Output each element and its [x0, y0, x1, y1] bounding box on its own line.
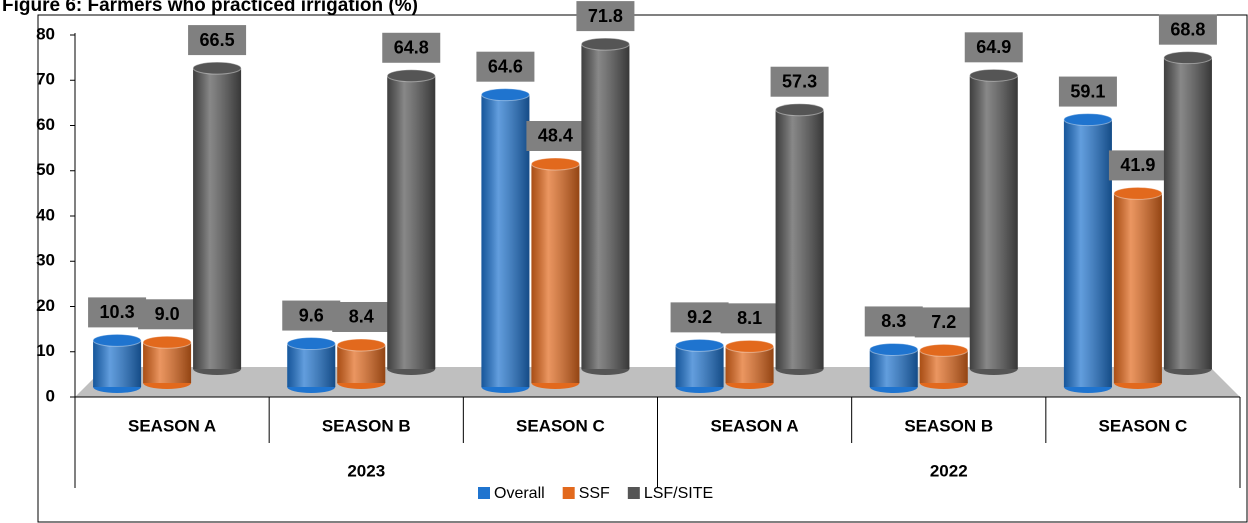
- y-tick-label: 0: [46, 386, 55, 405]
- value-label: 66.5: [200, 30, 235, 50]
- bar: [1063, 113, 1113, 393]
- x-tick-label: SEASON A: [710, 416, 798, 435]
- value-label-box: [670, 302, 729, 333]
- bar: [286, 337, 336, 393]
- x-tick-label: SEASON B: [904, 416, 993, 435]
- bar: [1163, 51, 1213, 375]
- x-tick-label: SEASON A: [128, 416, 216, 435]
- value-label-box: [576, 1, 635, 32]
- bar: [480, 88, 530, 393]
- bar: [192, 61, 242, 375]
- value-label: 7.2: [931, 312, 956, 332]
- value-label-box: [526, 120, 585, 151]
- value-label: 9.6: [299, 305, 324, 325]
- group-label: 2023: [347, 461, 385, 480]
- y-tick-label: 30: [36, 251, 55, 270]
- value-label-box: [1108, 150, 1167, 181]
- bar: [725, 339, 775, 389]
- value-label: 8.1: [737, 308, 762, 328]
- bar: [92, 333, 142, 393]
- legend-swatch: [478, 487, 490, 499]
- value-label: 9.2: [687, 307, 712, 327]
- value-label-box: [964, 32, 1023, 63]
- legend-swatch: [627, 487, 640, 499]
- bar: [1113, 186, 1163, 389]
- y-tick-label: 50: [36, 160, 55, 179]
- x-tick-label: SEASON C: [516, 416, 605, 435]
- value-label-box: [282, 300, 341, 331]
- value-label: 59.1: [1070, 81, 1105, 101]
- y-tick-label: 20: [36, 296, 55, 315]
- value-label: 48.4: [538, 126, 573, 146]
- group-label: 2022: [930, 461, 968, 480]
- bar: [969, 68, 1019, 375]
- bar: [386, 69, 436, 375]
- value-label-box: [720, 303, 779, 334]
- value-label-box: [332, 301, 391, 332]
- bar: [142, 335, 192, 389]
- value-label-box: [864, 306, 923, 337]
- bar: [775, 103, 825, 375]
- legend-swatch: [562, 487, 575, 499]
- x-tick-label: SEASON B: [322, 416, 411, 435]
- chart-frame: [37, 14, 1248, 523]
- value-label-box: [914, 307, 973, 338]
- value-label: 64.9: [976, 37, 1011, 57]
- y-tick-label: 60: [36, 115, 55, 134]
- value-label: 71.8: [588, 6, 623, 26]
- value-label: 10.3: [100, 302, 135, 322]
- bar: [580, 37, 630, 375]
- value-label-box: [770, 66, 829, 97]
- value-label: 9.0: [155, 304, 180, 324]
- y-tick-label: 10: [36, 341, 55, 360]
- y-tick-label: 70: [36, 70, 55, 89]
- bar: [675, 338, 725, 393]
- chart-title: Figure 6: Farmers who practiced irrigati…: [2, 0, 418, 16]
- value-label-box: [1058, 76, 1117, 107]
- bar: [530, 157, 580, 389]
- value-label: 57.3: [782, 71, 817, 91]
- value-label: 64.8: [394, 38, 429, 58]
- value-label-box: [476, 51, 535, 82]
- value-label: 41.9: [1120, 155, 1155, 175]
- legend-label: SSF: [579, 485, 610, 502]
- value-label-box: [88, 297, 147, 328]
- value-label: 68.8: [1170, 19, 1205, 39]
- value-label: 8.4: [349, 307, 374, 327]
- value-label-box: [138, 299, 197, 330]
- value-label: 64.6: [488, 56, 523, 76]
- legend-label: Overall: [494, 485, 545, 502]
- value-label-box: [1158, 14, 1217, 45]
- value-label-box: [382, 32, 441, 63]
- bar: [869, 342, 919, 393]
- value-label-box: [188, 25, 247, 56]
- bar: [919, 343, 969, 389]
- y-tick-label: 80: [36, 24, 55, 43]
- bar: [336, 338, 386, 389]
- x-tick-label: SEASON C: [1099, 416, 1188, 435]
- y-tick-label: 40: [36, 205, 55, 224]
- value-label: 8.3: [881, 311, 906, 331]
- legend-label: LSF/SITE: [644, 485, 713, 502]
